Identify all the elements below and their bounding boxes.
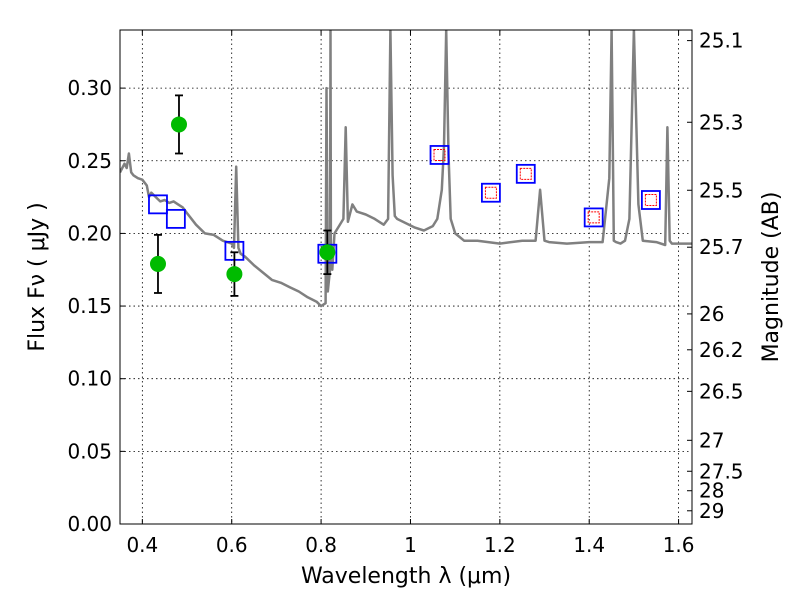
y2-tick-label: 25.1 bbox=[699, 29, 744, 53]
y2-axis-label: Magnitude (AB) bbox=[759, 192, 784, 363]
model-photometry-square bbox=[429, 145, 450, 165]
y2-tick-label: 28 bbox=[699, 479, 724, 503]
observed-photometry-point bbox=[319, 244, 336, 261]
x-tick-label: 1.2 bbox=[484, 533, 516, 557]
model-sed-line bbox=[120, 30, 692, 308]
y2-tick-label: 27.5 bbox=[699, 459, 744, 483]
x-tick-label: 0.6 bbox=[216, 533, 248, 557]
y2-tick-label: 26 bbox=[699, 302, 724, 326]
y-axis-label: Flux Fν ( μJy ) bbox=[25, 202, 50, 351]
model-photometry-square bbox=[481, 182, 501, 203]
predicted-photometry-square bbox=[433, 148, 446, 161]
y-tick-label: 0.10 bbox=[67, 367, 112, 391]
y-tick-label: 0.15 bbox=[67, 294, 112, 318]
y2-tick-label: 29 bbox=[699, 499, 724, 523]
observed-photometry-point bbox=[170, 116, 187, 133]
x-tick-label: 0.4 bbox=[126, 533, 158, 557]
model-photometry-square bbox=[515, 163, 536, 184]
y2-tick-label: 25.3 bbox=[699, 110, 744, 134]
predicted-photometry-square bbox=[644, 193, 657, 206]
x-tick-label: 1.4 bbox=[573, 533, 605, 557]
predicted-photometry-square bbox=[587, 211, 600, 224]
predicted-photometry-square bbox=[484, 186, 497, 199]
x-tick-label: 1.6 bbox=[663, 533, 695, 557]
y-tick-label: 0.20 bbox=[67, 221, 112, 245]
plot-background bbox=[120, 30, 692, 524]
y2-tick-label: 26.2 bbox=[699, 338, 744, 362]
x-tick-label: 0.8 bbox=[305, 533, 337, 557]
y-tick-label: 0.25 bbox=[67, 149, 112, 173]
y-tick-label: 0.30 bbox=[67, 76, 112, 100]
y-tick-label: 0.05 bbox=[67, 439, 112, 463]
axis-ticks: 0.4 0.6 0.8 1 1.2 1.4 1.6 0.00 0.05 0.10 0.15 0.20 0… bbox=[67, 29, 743, 557]
model-photometry-square bbox=[640, 190, 661, 210]
data-layer bbox=[120, 30, 692, 308]
x-tick-label: 1 bbox=[404, 533, 417, 557]
model-photometry-square bbox=[165, 208, 186, 229]
y2-tick-label: 27 bbox=[699, 428, 724, 452]
model-photometry-square bbox=[583, 207, 604, 228]
y2-tick-label: 25.7 bbox=[699, 235, 744, 259]
y2-tick-label: 26.5 bbox=[699, 379, 744, 403]
y-tick-label: 0.00 bbox=[67, 512, 112, 536]
x-axis-label: Wavelength λ (μm) bbox=[301, 564, 511, 589]
plot-frame bbox=[119, 29, 693, 525]
model-photometry-square bbox=[148, 194, 168, 215]
observed-photometry-point bbox=[149, 255, 166, 272]
y2-tick-label: 25.5 bbox=[699, 178, 744, 202]
predicted-photometry-square bbox=[519, 167, 532, 180]
observed-photometry-point bbox=[226, 266, 243, 283]
